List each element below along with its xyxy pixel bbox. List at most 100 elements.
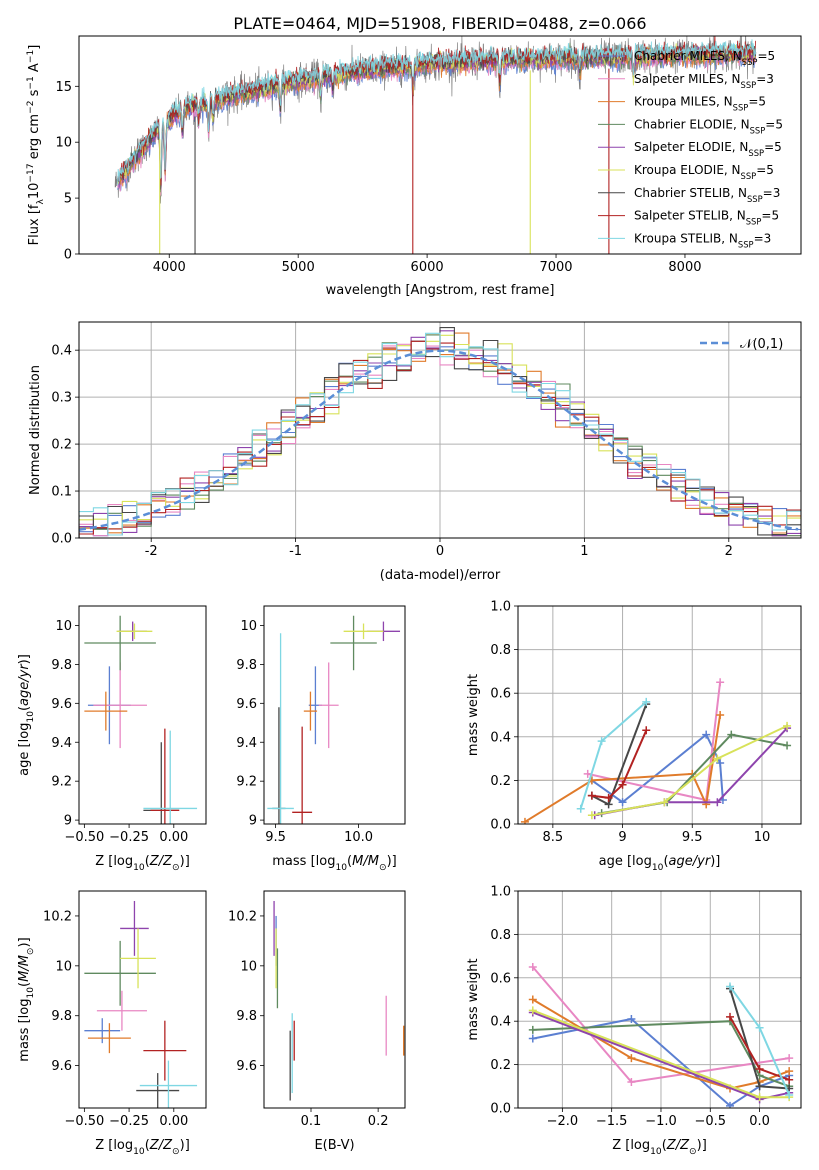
y-tick-label: 10 xyxy=(240,619,257,634)
y-tick-label: 0.1 xyxy=(51,485,72,500)
y-tick-label: 5 xyxy=(64,192,72,207)
x-tick-label: 7000 xyxy=(539,260,572,275)
plot-area xyxy=(84,615,198,824)
y-tick-label: 0.0 xyxy=(51,532,72,547)
x-tick-label: 8000 xyxy=(668,260,701,275)
y-axis-label: age [log10(age/yr)] xyxy=(17,654,36,776)
axes-frame xyxy=(78,35,802,255)
x-tick-label: −1.0 xyxy=(645,1114,677,1129)
x-tick-label: 1 xyxy=(580,544,588,559)
series-marker xyxy=(785,1067,794,1076)
x-tick-label: 0.2 xyxy=(368,1114,389,1129)
series-marker xyxy=(755,1064,764,1073)
errorbar-point xyxy=(318,662,339,749)
y-tick-label: 10 xyxy=(55,619,72,634)
axes-mass_vs_ebv: 0.1 0.2 9.6 9.8 10 10.2 E(B-V) xyxy=(228,890,406,1153)
y-tick-label: 0.4 xyxy=(51,344,72,359)
errorbar-point xyxy=(143,730,198,824)
figure-title: PLATE=0464, MJD=51908, FIBERID=0488, z=0… xyxy=(233,14,646,33)
x-tick-label: 0.0 xyxy=(749,1114,770,1129)
series-marker xyxy=(618,798,627,807)
plot-area xyxy=(114,36,757,254)
axes-residuals: -2 -1 0 1 2 0.0 0.1 0.2 0.3 0.4 (data-model)/error… xyxy=(28,321,802,583)
series-marker xyxy=(702,730,711,739)
errorbar-point xyxy=(150,728,180,824)
y-axis-label: mass [log10(M/M⊙)] xyxy=(17,937,36,1061)
series-marker xyxy=(587,811,596,820)
series-marker xyxy=(642,697,651,706)
y-tick-label: 9.8 xyxy=(236,1009,257,1024)
y-tick-label: 9 xyxy=(249,814,257,829)
y-axis-label: mass weight xyxy=(466,958,481,1040)
series-marker xyxy=(576,804,585,813)
x-tick-label: 10.0 xyxy=(344,830,373,845)
x-tick-label: −0.50 xyxy=(64,830,104,845)
x-tick-label: −2.0 xyxy=(547,1114,579,1129)
series-marker xyxy=(627,1077,636,1086)
errorbar-point xyxy=(93,662,147,749)
series-marker xyxy=(528,1034,537,1043)
errorbar-point xyxy=(343,623,384,640)
x-tick-label: −0.25 xyxy=(109,1114,149,1129)
y-tick-label: 0.2 xyxy=(490,774,511,789)
normal-curve xyxy=(79,349,799,532)
grid xyxy=(518,605,801,825)
x-tick-label: −0.50 xyxy=(64,1114,104,1129)
series-marker xyxy=(716,678,725,687)
y-tick-label: 0.8 xyxy=(490,928,511,943)
x-tick-label: 9 xyxy=(618,830,626,845)
series-marker xyxy=(528,962,537,971)
y-tick-label: 0.4 xyxy=(490,730,511,745)
legend-entry: Salpeter MILES, NSSP=3 xyxy=(634,72,774,90)
y-tick-label: 0.4 xyxy=(490,1015,511,1030)
x-tick-label: 0.00 xyxy=(159,830,188,845)
y-tick-label: 9.2 xyxy=(236,775,257,790)
x-tick-label: 6000 xyxy=(411,260,444,275)
series-marker xyxy=(726,1012,735,1021)
series-marker xyxy=(520,817,529,824)
errorbar-point xyxy=(96,990,147,1031)
y-tick-label: 9.8 xyxy=(236,658,257,673)
plot-area xyxy=(520,678,792,824)
series-marker xyxy=(604,793,613,802)
legend-entry: Kroupa STELIB, NSSP=3 xyxy=(634,231,771,249)
axes-mass_weight_vs_Z: −2.0 −1.5 −1.0 −0.5 0.0 0.0 0.2 0.4 0.6 0.8 1.0 Z [… xyxy=(466,885,802,1157)
y-tick-label: 1.0 xyxy=(490,885,511,900)
x-tick-label: 0.1 xyxy=(301,1114,322,1129)
series-marker xyxy=(783,721,792,730)
series-line xyxy=(532,1020,790,1088)
x-tick-label: 2 xyxy=(725,544,733,559)
errorbar-point xyxy=(292,726,313,824)
x-tick-label: 9.5 xyxy=(265,830,286,845)
series-line xyxy=(591,733,724,804)
series-marker xyxy=(627,1054,636,1063)
x-axis-label: Z [log10(Z/Z⊙)] xyxy=(95,854,190,873)
legend-entry: Salpeter STELIB, NSSP=5 xyxy=(634,209,779,227)
y-tick-label: 9.6 xyxy=(236,1059,257,1074)
y-tick-label: 0 xyxy=(64,248,72,263)
plot-area xyxy=(273,900,405,1101)
y-tick-label: 10 xyxy=(55,959,72,974)
series-marker xyxy=(713,798,722,807)
y-tick-label: 0.2 xyxy=(490,1058,511,1073)
x-axis-label: wavelength [Angstrom, rest frame] xyxy=(326,283,555,298)
x-tick-label: 10 xyxy=(754,830,771,845)
series-line xyxy=(591,724,788,817)
errorbar-point xyxy=(84,691,128,731)
y-tick-label: 9.6 xyxy=(236,697,257,712)
y-tick-label: 15 xyxy=(55,80,72,95)
errorbar-point xyxy=(84,1018,121,1044)
y-tick-label: 10.2 xyxy=(43,909,72,924)
y-tick-label: 9.6 xyxy=(51,697,72,712)
y-tick-label: 9.2 xyxy=(51,775,72,790)
x-tick-label: 0.00 xyxy=(159,1114,188,1129)
legend-entry: Kroupa ELODIE, NSSP=5 xyxy=(634,163,774,181)
x-tick-label: −1.5 xyxy=(596,1114,628,1129)
x-axis-label: mass [log10(M/M⊙)] xyxy=(272,854,396,873)
axes-age_vs_mass: 9.5 10.0 9 9.2 9.4 9.6 9.8 10 mass [log10(M/M⊙)] xyxy=(236,605,406,873)
axes-age_vs_Z: −0.50 −0.25 0.00 9 9.2 9.4 9.6 9.8 10 Z [log10(Z/… xyxy=(17,605,207,873)
series-marker xyxy=(755,1093,764,1102)
series-marker xyxy=(583,769,592,778)
